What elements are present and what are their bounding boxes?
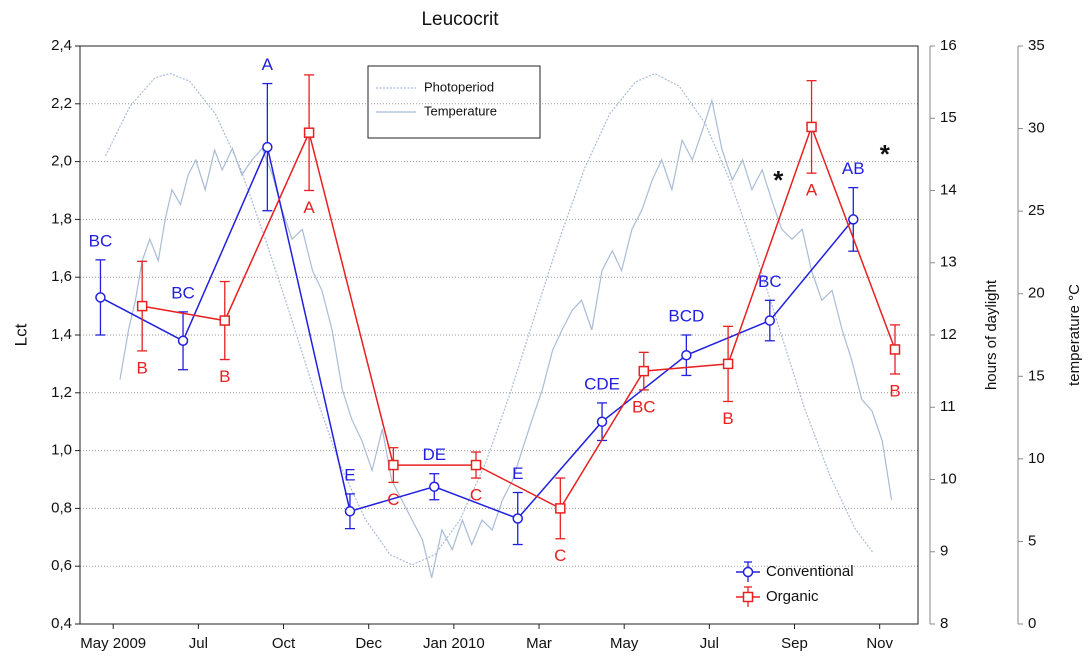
marker bbox=[344, 506, 356, 517]
group-label: A bbox=[303, 198, 315, 217]
group-label: DE bbox=[422, 445, 446, 464]
marker bbox=[303, 127, 315, 138]
x-tick-label: Dec bbox=[355, 635, 382, 652]
group-label: CDE bbox=[584, 374, 620, 393]
group-label: BC bbox=[89, 231, 113, 250]
group-label: A bbox=[806, 181, 818, 200]
background-line bbox=[119, 98, 893, 578]
y-tick-label: 0,8 bbox=[51, 499, 72, 516]
marker bbox=[512, 513, 523, 524]
y-tick-label: 2,4 bbox=[51, 37, 72, 54]
group-label: BC bbox=[758, 272, 782, 291]
y-tick-label: 1,8 bbox=[51, 210, 72, 227]
group-label: B bbox=[136, 358, 147, 377]
legend-label: Photoperiod bbox=[424, 79, 494, 94]
chart-title: Leucocrit bbox=[421, 9, 499, 30]
y-tick-label: 0,6 bbox=[51, 557, 72, 574]
y-tick-label: 1,6 bbox=[51, 268, 72, 285]
marker bbox=[596, 416, 608, 427]
y3-tick-label: 30 bbox=[1028, 120, 1045, 137]
y2-tick-label: 11 bbox=[940, 398, 956, 415]
marker bbox=[555, 503, 566, 514]
marker bbox=[262, 141, 273, 153]
group-label: C bbox=[470, 486, 482, 505]
marker bbox=[388, 459, 399, 471]
y2-tick-label: 16 bbox=[940, 37, 957, 54]
y3-tick-label: 15 bbox=[1028, 367, 1045, 384]
marker bbox=[764, 315, 776, 326]
marker bbox=[848, 214, 859, 225]
group-label: E bbox=[512, 464, 523, 483]
marker bbox=[470, 459, 482, 471]
x-tick-label: Jul bbox=[700, 635, 719, 652]
marker bbox=[722, 358, 734, 370]
y-tick-label: 1,0 bbox=[51, 442, 72, 459]
y3-tick-label: 20 bbox=[1028, 285, 1045, 302]
x-tick-label: Jan 2010 bbox=[423, 635, 485, 652]
legend-label: Conventional bbox=[766, 563, 854, 580]
group-label: A bbox=[262, 55, 274, 74]
y-tick-label: 2,2 bbox=[51, 95, 72, 112]
group-label: C bbox=[387, 490, 399, 509]
marker bbox=[429, 481, 440, 492]
group-label: B bbox=[889, 381, 900, 400]
y3-tick-label: 35 bbox=[1028, 37, 1045, 54]
annotation: * bbox=[773, 165, 784, 195]
y2-tick-label: 8 bbox=[940, 615, 948, 632]
y2-axis-label: hours of daylight bbox=[983, 279, 1000, 390]
x-tick-label: May bbox=[610, 635, 639, 652]
x-tick-label: Nov bbox=[866, 635, 893, 652]
y2-tick-label: 14 bbox=[940, 181, 957, 198]
y-tick-label: 0,4 bbox=[51, 615, 72, 632]
x-tick-label: Jul bbox=[189, 635, 208, 652]
marker bbox=[889, 344, 901, 355]
y3-tick-label: 5 bbox=[1028, 532, 1036, 549]
marker bbox=[136, 300, 148, 312]
x-tick-label: Mar bbox=[526, 635, 552, 652]
y2-tick-label: 12 bbox=[940, 326, 957, 343]
x-tick-label: Oct bbox=[272, 635, 296, 652]
y3-axis-label: temperature °C bbox=[1066, 284, 1083, 386]
y-tick-label: 2,0 bbox=[51, 153, 72, 170]
x-tick-label: May 2009 bbox=[80, 635, 146, 652]
legend-box bbox=[367, 65, 541, 139]
marker bbox=[638, 365, 650, 377]
y3-tick-label: 0 bbox=[1028, 615, 1036, 632]
group-label: BC bbox=[171, 283, 195, 302]
y-tick-label: 1,2 bbox=[51, 384, 72, 401]
marker bbox=[95, 292, 106, 303]
y2-tick-label: 13 bbox=[940, 254, 957, 271]
y2-tick-label: 9 bbox=[940, 543, 948, 560]
marker bbox=[806, 121, 817, 133]
legend-swatch bbox=[742, 591, 754, 603]
series-line bbox=[142, 124, 896, 510]
y3-tick-label: 25 bbox=[1028, 202, 1045, 219]
legend-label: Temperature bbox=[424, 103, 497, 118]
group-label: BC bbox=[632, 397, 656, 416]
marker bbox=[177, 335, 189, 347]
plot-frame bbox=[79, 45, 919, 625]
y-tick-label: 1,4 bbox=[51, 326, 72, 343]
y3-tick-label: 10 bbox=[1028, 450, 1045, 467]
group-label: B bbox=[722, 409, 733, 428]
group-label: C bbox=[554, 546, 566, 565]
group-label: E bbox=[344, 465, 355, 484]
y2-tick-label: 15 bbox=[940, 109, 957, 126]
marker bbox=[219, 315, 231, 326]
marker bbox=[681, 349, 692, 361]
legend-label: Organic bbox=[766, 588, 819, 605]
x-tick-label: Sep bbox=[781, 635, 808, 652]
y-axis-label: Lct bbox=[11, 323, 30, 346]
group-label: AB bbox=[842, 159, 865, 178]
y2-tick-label: 10 bbox=[940, 470, 957, 487]
annotation: * bbox=[880, 139, 891, 169]
group-label: B bbox=[219, 367, 230, 386]
group-label: BCD bbox=[668, 306, 704, 325]
legend-swatch bbox=[742, 566, 754, 578]
